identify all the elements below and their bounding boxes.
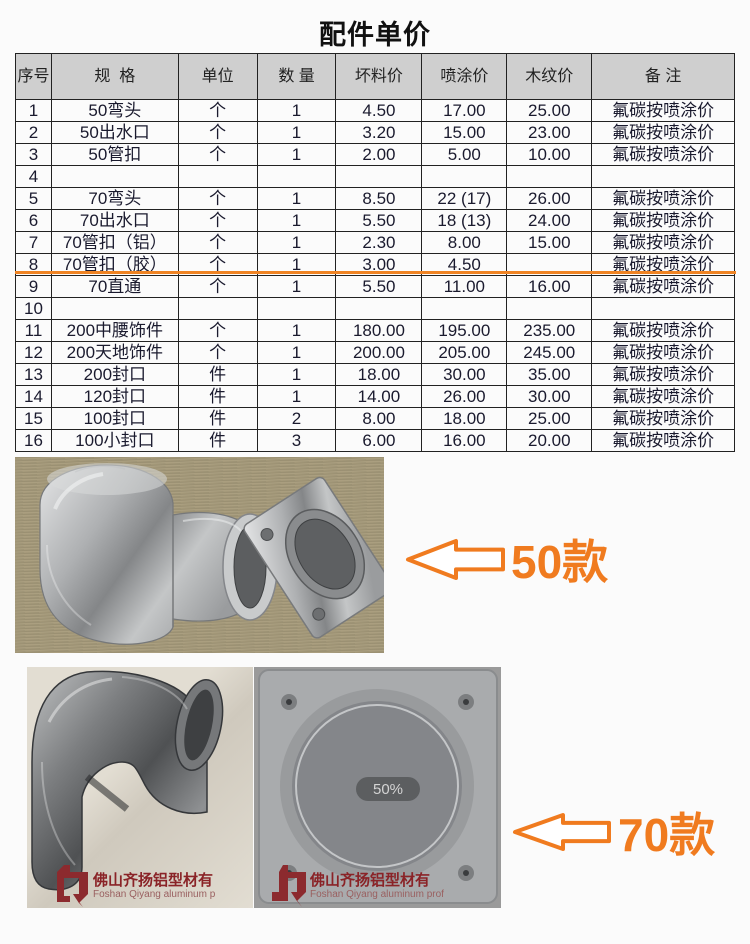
svg-text:50%: 50% bbox=[373, 781, 403, 798]
